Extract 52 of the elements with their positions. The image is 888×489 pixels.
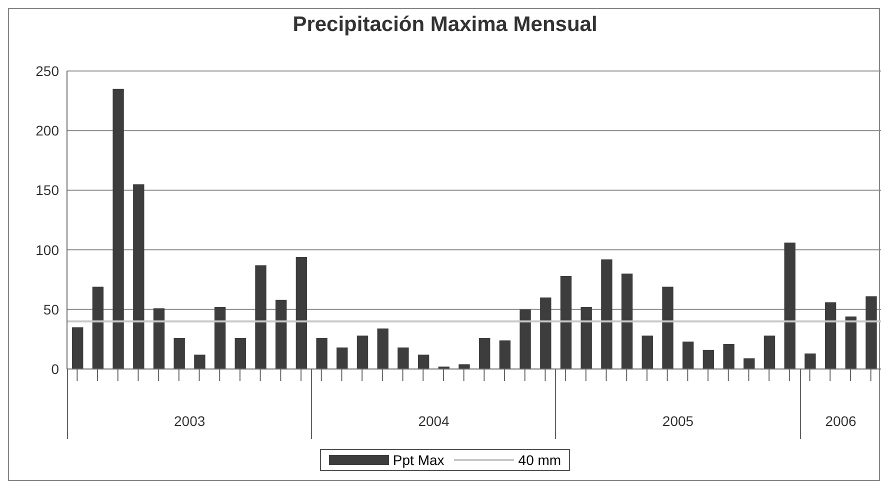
bar xyxy=(214,307,226,369)
bar xyxy=(194,354,206,369)
bar xyxy=(662,286,674,369)
bar xyxy=(418,354,430,369)
bar xyxy=(316,338,328,369)
bar xyxy=(682,342,694,369)
bar xyxy=(398,348,409,369)
bar xyxy=(744,358,755,369)
bar xyxy=(499,340,511,369)
y-tick-label: 100 xyxy=(36,242,60,258)
chart-title: Precipitación Maxima Mensual xyxy=(292,13,598,37)
bar xyxy=(296,256,308,369)
bar xyxy=(560,276,572,369)
bar xyxy=(845,316,856,369)
y-tick-label: 250 xyxy=(36,62,60,79)
y-tick-label: 0 xyxy=(51,360,60,377)
y-tick-label: 200 xyxy=(36,122,60,139)
bar xyxy=(153,308,165,369)
bar xyxy=(580,307,592,369)
legend-label: 40 mm xyxy=(517,452,562,468)
bar xyxy=(458,364,470,369)
bar xyxy=(540,297,552,369)
bar xyxy=(174,338,185,369)
bar xyxy=(764,336,776,369)
bar xyxy=(601,259,612,369)
bar xyxy=(642,336,653,369)
bar xyxy=(356,336,368,369)
bar xyxy=(276,300,287,369)
y-tick-label: 150 xyxy=(36,182,60,198)
bar xyxy=(234,338,246,369)
bar xyxy=(72,327,84,369)
bar xyxy=(621,274,633,369)
text: 2006 xyxy=(824,413,858,429)
text: 2005 xyxy=(661,413,695,429)
legend-label: Ppt Max xyxy=(392,452,444,468)
bar xyxy=(112,88,124,369)
bar xyxy=(133,184,144,369)
bar xyxy=(866,296,877,369)
bar xyxy=(479,338,490,369)
bar xyxy=(723,344,734,369)
text: 2004 xyxy=(417,413,450,429)
bar xyxy=(336,348,348,369)
text: 2003 xyxy=(173,413,206,429)
bar xyxy=(377,328,388,369)
bar xyxy=(702,350,714,369)
bar xyxy=(255,265,266,369)
bar xyxy=(824,302,836,369)
bar xyxy=(804,354,816,369)
bar xyxy=(92,286,104,369)
bar xyxy=(784,242,796,369)
bar xyxy=(520,309,531,369)
y-tick-label: 50 xyxy=(43,301,60,318)
